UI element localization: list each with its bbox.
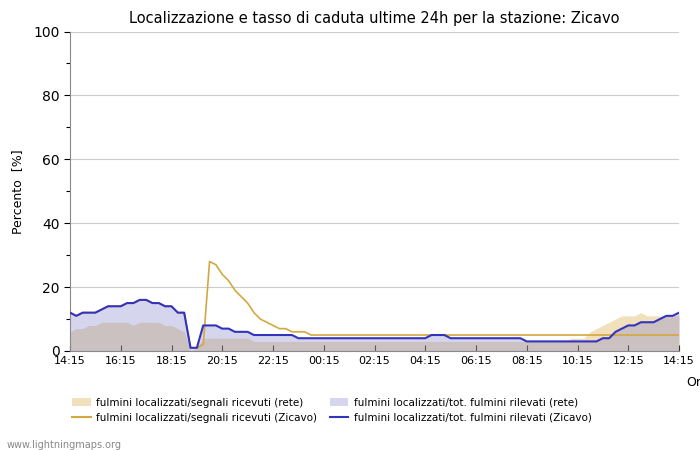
Y-axis label: Percento  [%]: Percento [%] (11, 149, 25, 234)
Text: www.lightningmaps.org: www.lightningmaps.org (7, 440, 122, 450)
Text: Orario: Orario (686, 376, 700, 389)
Title: Localizzazione e tasso di caduta ultime 24h per la stazione: Zicavo: Localizzazione e tasso di caduta ultime … (130, 11, 620, 26)
Legend: fulmini localizzati/segnali ricevuti (rete), fulmini localizzati/segnali ricevut: fulmini localizzati/segnali ricevuti (re… (72, 398, 592, 423)
